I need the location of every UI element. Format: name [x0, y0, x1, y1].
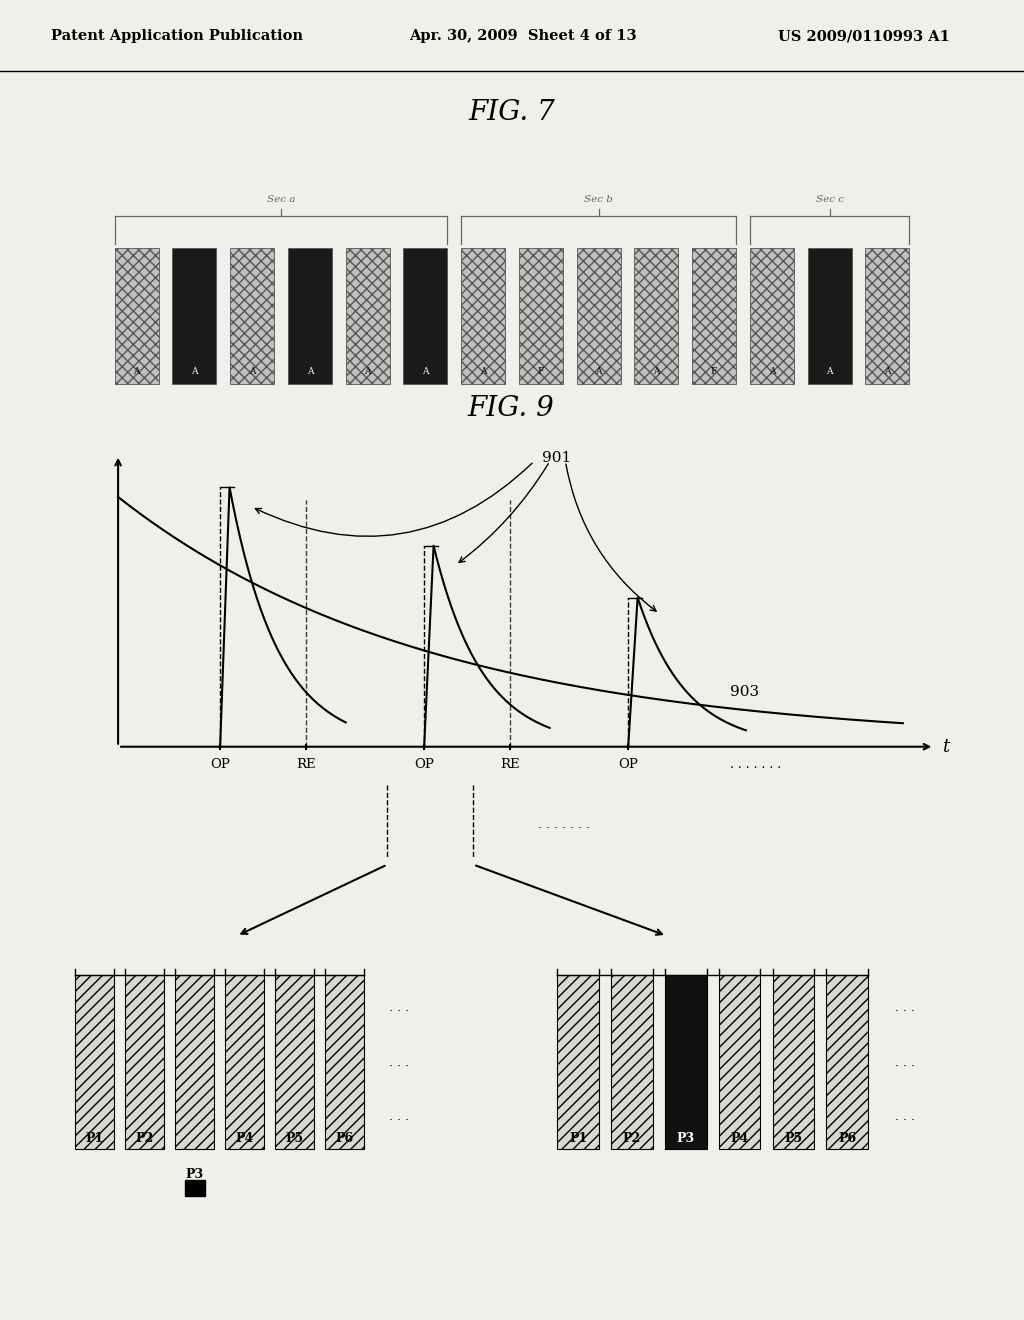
Text: P3: P3 — [185, 1168, 204, 1181]
Text: Apr. 30, 2009  Sheet 4 of 13: Apr. 30, 2009 Sheet 4 of 13 — [410, 29, 637, 44]
Bar — [115, 248, 159, 384]
Text: . . . . . . .: . . . . . . . — [538, 818, 590, 832]
Text: 903: 903 — [730, 685, 760, 698]
Text: . . .: . . . — [389, 1002, 410, 1015]
Text: A: A — [480, 367, 486, 376]
Text: P2: P2 — [135, 1133, 154, 1144]
Text: . . .: . . . — [389, 1110, 410, 1123]
Bar — [719, 975, 761, 1150]
Text: 901: 901 — [542, 451, 571, 465]
Text: . . .: . . . — [389, 1056, 410, 1069]
Bar — [175, 975, 214, 1150]
Bar — [826, 975, 868, 1150]
Bar — [288, 248, 332, 384]
Bar — [519, 248, 563, 384]
Text: . . . . . . .: . . . . . . . — [730, 759, 781, 771]
Text: A: A — [653, 367, 659, 376]
Text: P5: P5 — [784, 1133, 803, 1144]
Bar — [230, 248, 274, 384]
Text: US 2009/0110993 A1: US 2009/0110993 A1 — [778, 29, 950, 44]
Bar — [75, 975, 114, 1150]
Text: RE: RE — [501, 759, 520, 771]
Text: A: A — [191, 367, 198, 376]
Text: F: F — [711, 367, 718, 376]
Text: . . .: . . . — [895, 1056, 915, 1069]
Text: A: A — [422, 367, 429, 376]
Text: F: F — [538, 367, 544, 376]
Text: P4: P4 — [730, 1133, 749, 1144]
Text: A: A — [826, 367, 833, 376]
Text: A: A — [365, 367, 371, 376]
Text: P6: P6 — [839, 1133, 856, 1144]
Bar — [225, 975, 264, 1150]
Text: A: A — [306, 367, 313, 376]
Bar — [184, 1180, 205, 1196]
Bar — [611, 975, 653, 1150]
Text: A: A — [133, 367, 140, 376]
Bar — [403, 248, 447, 384]
Text: P5: P5 — [286, 1133, 304, 1144]
Bar — [125, 975, 164, 1150]
Text: A: A — [595, 367, 602, 376]
Text: RE: RE — [297, 759, 316, 771]
Text: . . .: . . . — [895, 1002, 915, 1015]
Text: FIG. 7: FIG. 7 — [469, 99, 555, 125]
Bar — [808, 248, 852, 384]
Bar — [346, 248, 389, 384]
Bar — [172, 248, 216, 384]
Text: P2: P2 — [623, 1133, 641, 1144]
Bar — [635, 248, 678, 384]
Text: A: A — [769, 367, 775, 376]
Text: Sec b: Sec b — [585, 195, 613, 205]
Text: P6: P6 — [336, 1133, 354, 1144]
Text: P3: P3 — [677, 1133, 695, 1144]
Text: P1: P1 — [85, 1133, 103, 1144]
Bar — [692, 248, 736, 384]
Bar — [665, 975, 707, 1150]
Bar — [275, 975, 314, 1150]
Text: A: A — [249, 367, 255, 376]
Bar — [557, 975, 599, 1150]
Bar — [461, 248, 505, 384]
Text: P4: P4 — [236, 1133, 254, 1144]
Bar — [865, 248, 909, 384]
Text: Sec a: Sec a — [267, 195, 295, 205]
Text: Patent Application Publication: Patent Application Publication — [51, 29, 303, 44]
Text: OP: OP — [618, 759, 638, 771]
Text: OP: OP — [415, 759, 434, 771]
Text: t: t — [942, 738, 949, 756]
Bar — [773, 975, 814, 1150]
Text: OP: OP — [210, 759, 230, 771]
Text: A: A — [884, 367, 891, 376]
Text: FIG. 9: FIG. 9 — [467, 396, 554, 422]
Bar — [750, 248, 794, 384]
Text: P1: P1 — [569, 1133, 588, 1144]
Text: . . .: . . . — [895, 1110, 915, 1123]
Bar — [577, 248, 621, 384]
Bar — [326, 975, 365, 1150]
Text: Sec c: Sec c — [816, 195, 844, 205]
